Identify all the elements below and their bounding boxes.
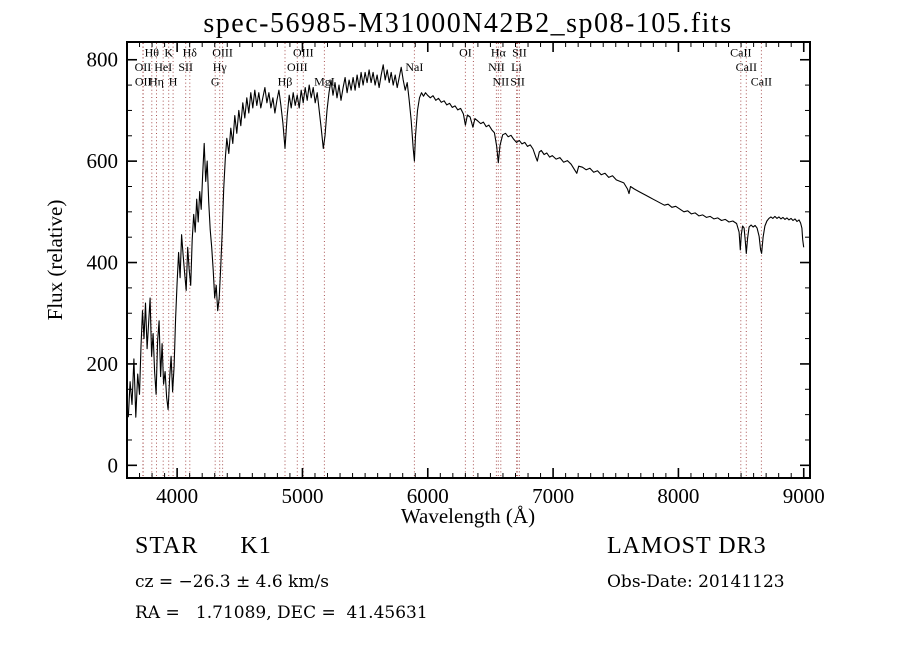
x-tick-label: 6000 <box>407 484 449 508</box>
plot-area: 4000 5000 6000 7000 8000 9000 0 200 400 600 800 OII… <box>87 41 825 508</box>
y-tick-label: 400 <box>87 251 119 275</box>
spectral-line-markers <box>142 43 762 477</box>
x-axis-title: Wavelength (Å) <box>401 504 535 528</box>
radial-velocity-label: cz = −26.3 ± 4.6 km/s <box>135 572 329 592</box>
y-axis-title: Flux (relative) <box>43 200 67 321</box>
ra-dec-label: RA = 1.71089, DEC = 41.45631 <box>135 603 428 623</box>
y-tick-label: 200 <box>87 352 119 376</box>
y-tick-label: 600 <box>87 149 119 173</box>
spectral-line-label: K <box>164 46 173 60</box>
spectral-line-label: SII <box>178 60 193 74</box>
spectral-line-label: OII <box>135 60 152 74</box>
plot-frame <box>126 41 811 479</box>
spectral-line-label: CaII <box>730 46 751 60</box>
survey-release-label: LAMOST DR3 <box>607 533 767 559</box>
y-axis: 0 200 400 600 800 <box>87 48 810 477</box>
spectral-line-labels: OIIOIIHθHηHeIKHSIIHδGHγOIIIHβOIIIOIIIMgI… <box>135 46 773 89</box>
x-tick-label: 9000 <box>783 484 825 508</box>
spectral-line-label: OIII <box>287 60 308 74</box>
spectral-line-label: OIII <box>212 46 233 60</box>
plot-title: spec-56985-M31000N42B2_sp08-105.fits <box>203 8 732 39</box>
spectral-line-label: OIII <box>293 46 314 60</box>
spectral-line-label: H <box>169 75 178 89</box>
spectral-line-label: NII <box>492 75 509 89</box>
spectral-line-label: Hδ <box>183 46 198 60</box>
y-tick-label: 0 <box>108 453 119 477</box>
x-tick-label: 4000 <box>156 484 198 508</box>
spectral-line-label: OI <box>459 46 472 60</box>
spectral-line-label: Hα <box>491 46 507 60</box>
object-class-label: STAR K1 <box>135 533 272 559</box>
spectral-line-label: NII <box>488 60 505 74</box>
spectral-line-label: Li <box>511 60 522 74</box>
spectral-line-label: HeI <box>154 60 172 74</box>
spectral-line-label: SII <box>510 75 525 89</box>
obs-date-label: Obs-Date: 20141123 <box>607 572 785 592</box>
x-tick-label: 8000 <box>657 484 699 508</box>
spectral-line-label: Hη <box>149 75 164 89</box>
spectral-line-label: Hθ <box>145 46 160 60</box>
spectral-line-label: OII <box>135 75 152 89</box>
spectral-line-label: CaII <box>736 60 757 74</box>
x-tick-label: 5000 <box>281 484 323 508</box>
spectrum-trace <box>127 64 805 418</box>
spectral-line-label: Hβ <box>278 75 293 89</box>
y-tick-label: 800 <box>87 48 119 72</box>
spectral-line-label: MgI <box>314 75 335 89</box>
spectral-line-label: NaI <box>405 60 423 74</box>
spectral-line-label: SII <box>512 46 527 60</box>
spectral-line-label: G <box>211 75 220 89</box>
x-tick-label: 7000 <box>532 484 574 508</box>
spectral-line-label: CaII <box>751 75 772 89</box>
x-axis: 4000 5000 6000 7000 8000 9000 <box>139 42 825 508</box>
spectral-line-label: Hγ <box>213 60 228 74</box>
